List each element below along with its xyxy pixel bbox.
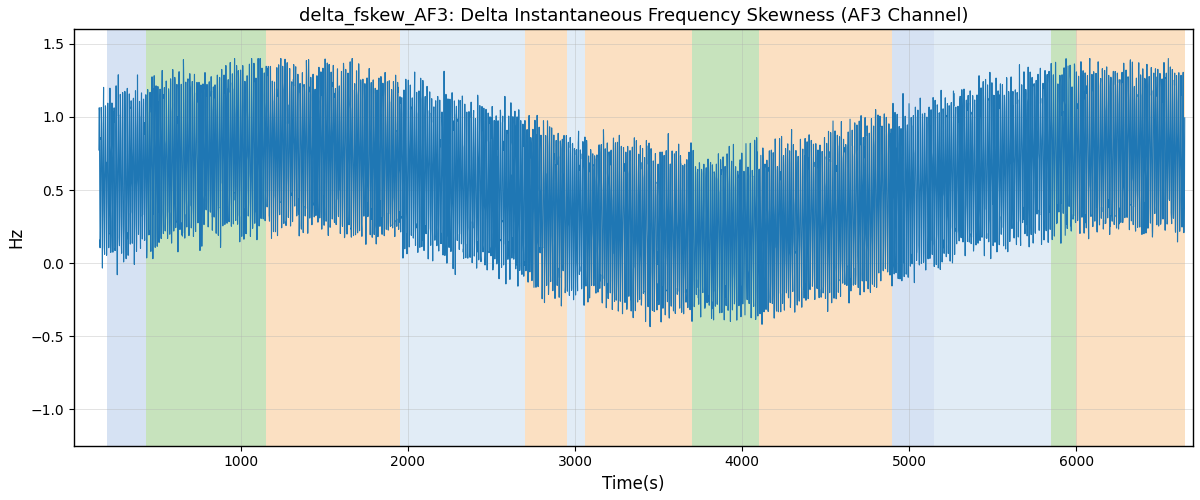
Bar	[586, 30, 692, 446]
Bar	[145, 30, 266, 446]
Bar	[758, 30, 893, 446]
Bar	[266, 30, 400, 446]
Title: delta_fskew_AF3: Delta Instantaneous Frequency Skewness (AF3 Channel): delta_fskew_AF3: Delta Instantaneous Fre…	[299, 7, 968, 25]
Bar	[107, 30, 145, 446]
Bar	[692, 30, 758, 446]
Bar	[566, 30, 586, 446]
Bar	[893, 30, 934, 446]
Bar	[1076, 30, 1184, 446]
X-axis label: Time(s): Time(s)	[602, 475, 665, 493]
Bar	[524, 30, 566, 446]
Bar	[934, 30, 1051, 446]
Bar	[1051, 30, 1076, 446]
Bar	[400, 30, 524, 446]
Y-axis label: Hz: Hz	[7, 227, 25, 248]
